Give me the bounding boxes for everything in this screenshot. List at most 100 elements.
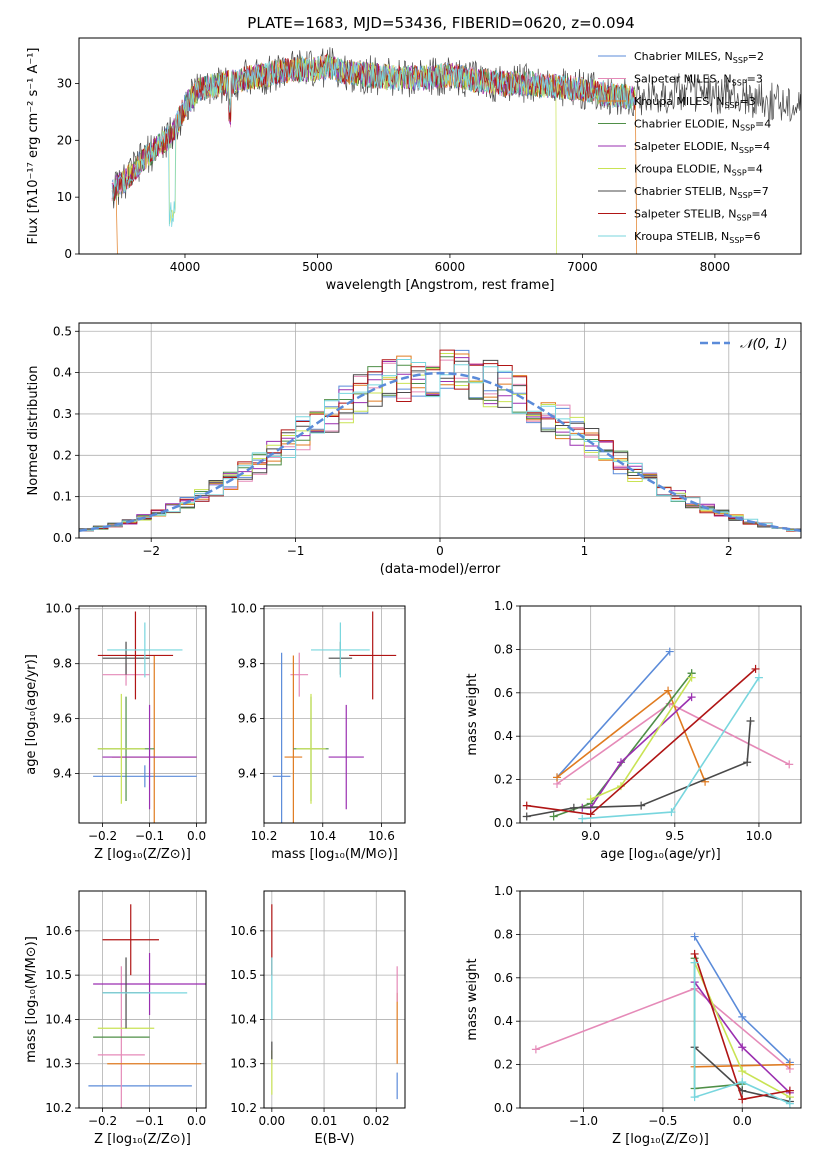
z_weight-x-tick-label: −1.0 — [569, 1114, 598, 1128]
residuals-y-tick-label: 0.2 — [53, 448, 72, 462]
spectrum-x-axis-label: wavelength [Angstrom, rest frame] — [326, 278, 555, 293]
z_age-y-tick-label: 9.6 — [53, 712, 72, 726]
ebv_mass-y-tick-label: 10.3 — [230, 1057, 257, 1071]
z_mass-x-axis-label: Z [log₁₀(Z/Z⊙)] — [94, 1132, 191, 1147]
legend-nssp-value: 7 — [762, 185, 769, 198]
z_weight-series-marker — [531, 1045, 540, 1054]
age_weight-series-line — [556, 651, 671, 778]
age_weight-series — [522, 647, 794, 823]
z_mass-axes: −0.2 −0.1 0.0 10.2 10.3 10.4 10.5 10.6 Z [log₁₀(… — [24, 891, 206, 1147]
age_weight-series-marker — [665, 647, 674, 656]
z_weight-series-marker — [785, 1099, 794, 1108]
mass_age-y-tick-label: 9.8 — [238, 657, 257, 671]
z_age-x-tick-label: 0.0 — [187, 829, 206, 843]
spectrum-y-axis-label: Flux [fλ10⁻¹⁷ erg cm⁻² s⁻¹ A⁻¹] — [26, 48, 41, 245]
z_weight-series — [531, 932, 794, 1108]
z_mass-x-tick-label: −0.1 — [135, 1114, 164, 1128]
age_weight-y-tick-label: 0.6 — [494, 686, 513, 700]
spectrum-y-tick-label: 30 — [57, 76, 72, 90]
z_age-y-tick-label: 9.8 — [53, 657, 72, 671]
age_weight-y-tick-label: 0.2 — [494, 773, 513, 787]
legend-nssp-equals: = — [739, 95, 748, 108]
legend-nssp-subscript: SSP — [738, 191, 753, 200]
legend-nssp-subscript: SSP — [740, 124, 755, 133]
mass_age-y-tick-label: 9.4 — [238, 767, 257, 781]
spectrum-legend-entry: Salpeter ELODIE, NSSP=4 — [634, 140, 770, 155]
z_weight-series-marker — [738, 1012, 747, 1021]
legend-model-name: Kroupa ELODIE — [634, 163, 716, 176]
legend-nssp-label: , N — [718, 50, 733, 63]
age_weight-series-marker — [785, 760, 794, 769]
ebv_mass-y-tick-label: 10.6 — [230, 924, 257, 938]
z_mass-frame — [78, 890, 207, 1109]
age_weight-series-marker — [754, 673, 763, 682]
legend-model-name: Chabrier ELODIE — [634, 118, 725, 131]
spectrum-x-tick-label: 7000 — [567, 260, 598, 274]
age_weight-y-tick-label: 0.8 — [494, 642, 513, 656]
spectrum-line-8 — [111, 55, 636, 228]
age_weight-series-marker — [553, 773, 562, 782]
residuals-axes: −2 −1 0 1 2 0.0 0.1 0.2 0.3 0.4 0.5 (data-model)/er… — [26, 323, 801, 577]
z_weight-series-marker — [690, 932, 699, 941]
age_weight-series-line — [526, 668, 757, 816]
legend-nssp-value: 4 — [763, 140, 770, 153]
legend-model-name: Salpeter ELODIE — [634, 140, 724, 153]
age_weight-series-marker — [637, 801, 646, 810]
ebv_mass-x-tick-label: 0.01 — [311, 1114, 338, 1128]
age_weight-series-line — [553, 672, 693, 818]
age_weight-y-tick-label: 0.4 — [494, 729, 513, 743]
age_weight-series-marker — [586, 795, 595, 804]
z_mass-y-tick-label: 10.3 — [45, 1057, 72, 1071]
mass_age-x-tick-label: 10.6 — [368, 829, 395, 843]
ebv_mass-frame — [263, 890, 406, 1109]
z_weight-series-marker — [690, 958, 699, 967]
age_weight-series-marker — [743, 758, 752, 767]
z_age-x-axis-label: Z [log₁₀(Z/Z⊙)] — [94, 847, 191, 862]
legend-nssp-subscript: SSP — [732, 79, 747, 88]
legend-model-name: Salpeter STELIB — [634, 208, 721, 221]
age_weight-series-marker — [687, 673, 696, 682]
legend-model-name: Kroupa STELIB — [634, 230, 714, 243]
z_weight-series-marker — [738, 1077, 747, 1086]
legend-nssp-subscript: SSP — [732, 169, 747, 178]
residuals-x-tick-label: −1 — [287, 544, 305, 558]
age_weight-series-marker — [751, 664, 760, 673]
legend-nssp-subscript: SSP — [733, 56, 748, 65]
ebv_mass-x-tick-label: 0.02 — [363, 1114, 390, 1128]
spectrum-y-tick-label: 20 — [57, 133, 72, 147]
z_weight-x-tick-label: 0.0 — [733, 1114, 752, 1128]
z_weight-y-axis-label: mass weight — [465, 958, 480, 1040]
z_mass-y-tick-label: 10.2 — [45, 1101, 72, 1115]
legend-nssp-value: 4 — [756, 163, 763, 176]
z_weight-series-line — [693, 962, 791, 1105]
residuals-y-tick-label: 0.1 — [53, 490, 72, 504]
residuals-x-tick-label: 0 — [436, 544, 444, 558]
legend-nssp-label: , N — [714, 230, 729, 243]
gaussian-curve — [79, 371, 801, 533]
residuals-frame — [78, 322, 802, 539]
age_weight-frame — [519, 605, 802, 824]
residuals-y-tick-label: 0.4 — [53, 366, 72, 380]
residuals-y-tick-label: 0.0 — [53, 531, 72, 545]
z_weight-series-marker — [785, 1086, 794, 1095]
legend-nssp-equals: = — [747, 73, 756, 86]
ebv_mass-x-axis-label: E(B-V) — [314, 1132, 354, 1147]
age_weight-y-tick-label: 1.0 — [494, 599, 513, 613]
legend-nssp-subscript: SSP — [729, 236, 744, 245]
z_weight-y-tick-label: 1.0 — [494, 884, 513, 898]
spectrum-x-tick-label: 8000 — [700, 260, 731, 274]
ebv_mass-x-tick-label: 0.00 — [258, 1114, 285, 1128]
z_weight-x-axis-label: Z [log₁₀(Z/Z⊙)] — [612, 1132, 709, 1147]
ebv_mass-y-tick-label: 10.4 — [230, 1012, 257, 1026]
spectrum-axes: 4000 5000 6000 7000 8000 0 10 20 30 wavelength [A… — [26, 48, 730, 294]
ebv_mass-errorbars — [271, 904, 398, 1100]
z_weight-series-marker — [738, 1095, 747, 1104]
age_weight-x-axis-label: age [log₁₀(age/yr)] — [600, 847, 721, 862]
z_weight-y-tick-label: 0.2 — [494, 1058, 513, 1072]
z_weight-y-tick-label: 0.6 — [494, 971, 513, 985]
legend-model-name: Salpeter MILES — [634, 73, 716, 86]
ebv_mass-axes: 0.00 0.01 0.02 10.2 10.3 10.4 10.5 10.6 E(B-V) — [230, 891, 405, 1147]
spectrum-legend-entry: Chabrier MILES, NSSP=2 — [634, 50, 764, 65]
residuals-x-axis-label: (data-model)/error — [380, 562, 501, 577]
